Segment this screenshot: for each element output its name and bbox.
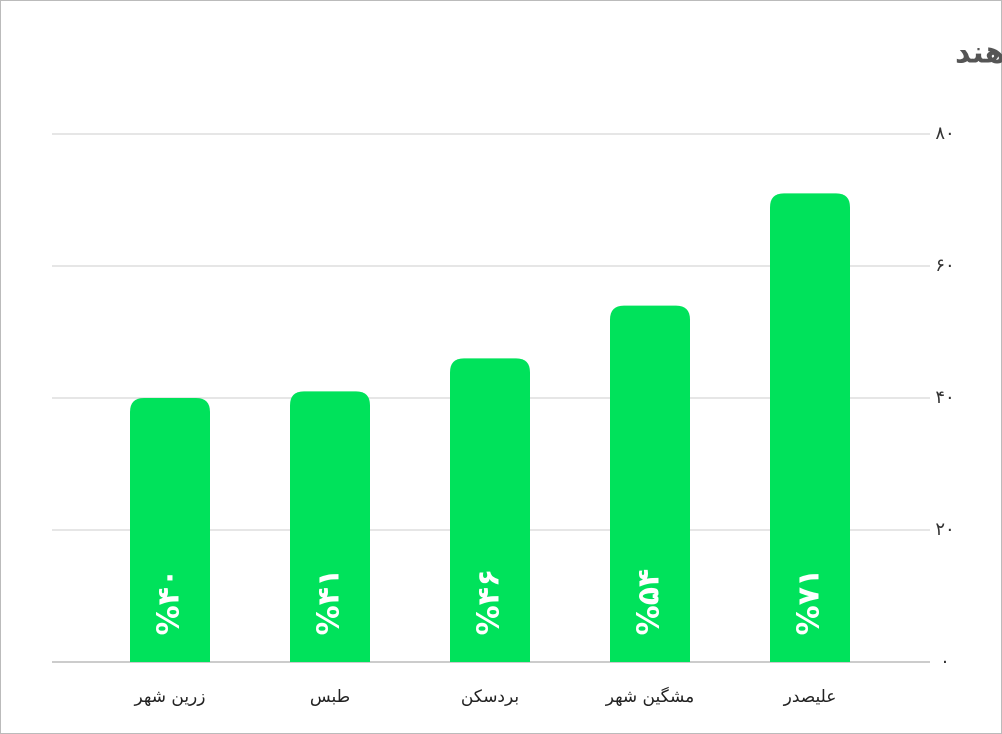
value-label: %۴۱ (312, 569, 347, 636)
bar (130, 398, 210, 662)
value-label: %۴۶ (472, 569, 507, 636)
y-tick-label: ۴۰ (935, 387, 954, 408)
x-tick-label: بردسکن (461, 687, 519, 707)
bar (450, 358, 530, 662)
value-label: %۴۰ (152, 569, 187, 636)
y-tick-label: ۸۰ (935, 123, 954, 144)
chart-title: در کدام شهرها مردم بیشتر امتیاز می‌دهند (955, 36, 1002, 71)
x-tick-label: طبس (310, 687, 350, 707)
bar (610, 305, 690, 662)
y-tick-label: ۶۰ (935, 255, 954, 276)
x-tick-label: زرین شهر (134, 687, 206, 707)
value-label: %۵۴ (632, 569, 667, 636)
bar (290, 391, 370, 662)
y-tick-label: ۲۰ (935, 519, 954, 540)
y-tick-label: ۰ (940, 651, 950, 672)
x-tick-label: مشگین شهر (605, 686, 695, 707)
x-tick-label: علیصدر (783, 687, 837, 707)
value-label: %۷۱ (792, 569, 827, 636)
bar (770, 193, 850, 662)
